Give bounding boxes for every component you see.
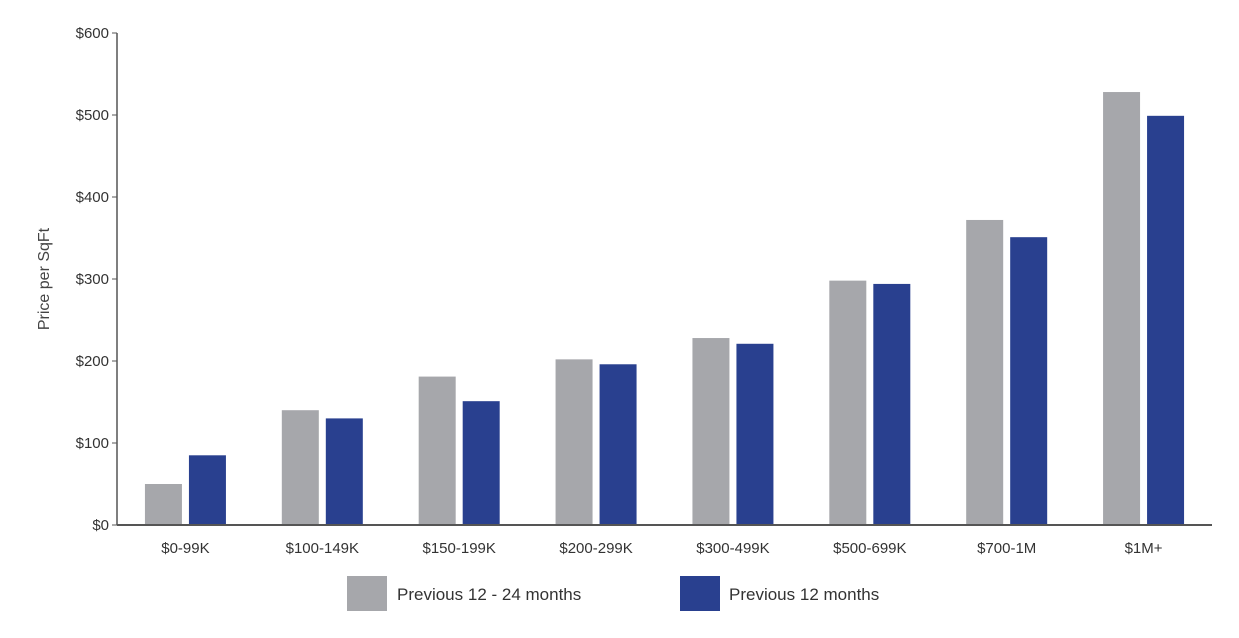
bar-previous-12-24-months (966, 219, 1004, 525)
x-tick-label: $500-699K (833, 540, 906, 557)
y-axis-ticks: $0 $100 $200 $300 $400 $500 $600 (76, 25, 117, 534)
legend-swatch (680, 576, 720, 611)
bar-previous-12-24-months (1103, 92, 1141, 525)
y-axis-title: Price per SqFt (36, 227, 53, 330)
x-axis-tick-labels: $0-99K $100-149K $150-199K $200-299K $300-49… (161, 540, 1163, 557)
x-tick-label: $150-199K (422, 540, 495, 557)
bar-previous-12-months (599, 364, 637, 525)
y-tick-label: $400 (76, 189, 109, 206)
x-tick-label: $300-499K (696, 540, 769, 557)
bars-group (144, 92, 1185, 525)
legend-label: Previous 12 months (729, 585, 879, 604)
bar-previous-12-24-months (418, 376, 456, 525)
x-tick-label: $200-299K (559, 540, 632, 557)
y-tick-label: $600 (76, 25, 109, 42)
bar-previous-12-24-months (555, 359, 593, 525)
y-tick-label: $500 (76, 107, 109, 124)
x-tick-label: $1M+ (1125, 540, 1163, 557)
legend: Previous 12 - 24 months Previous 12 month… (347, 576, 879, 611)
x-tick-label: $100-149K (286, 540, 359, 557)
bar-previous-12-24-months (281, 410, 319, 525)
y-tick-label: $100 (76, 435, 109, 452)
bar-previous-12-months (1147, 115, 1185, 525)
bar-previous-12-months (1010, 237, 1048, 525)
y-tick-label: $300 (76, 271, 109, 288)
bar-previous-12-months (736, 343, 774, 525)
legend-swatch (347, 576, 387, 611)
bar-previous-12-24-months (692, 338, 730, 525)
bar-previous-12-months (462, 401, 500, 525)
legend-label: Previous 12 - 24 months (397, 585, 581, 604)
bar-previous-12-24-months (144, 484, 182, 525)
bar-previous-12-months (873, 283, 911, 525)
bar-previous-12-months (188, 455, 226, 525)
x-tick-label: $0-99K (161, 540, 209, 557)
y-tick-label: $0 (92, 517, 109, 534)
x-tick-label: $700-1M (977, 540, 1036, 557)
bar-previous-12-months (325, 418, 363, 525)
y-tick-label: $200 (76, 353, 109, 370)
bar-previous-12-24-months (829, 280, 867, 525)
